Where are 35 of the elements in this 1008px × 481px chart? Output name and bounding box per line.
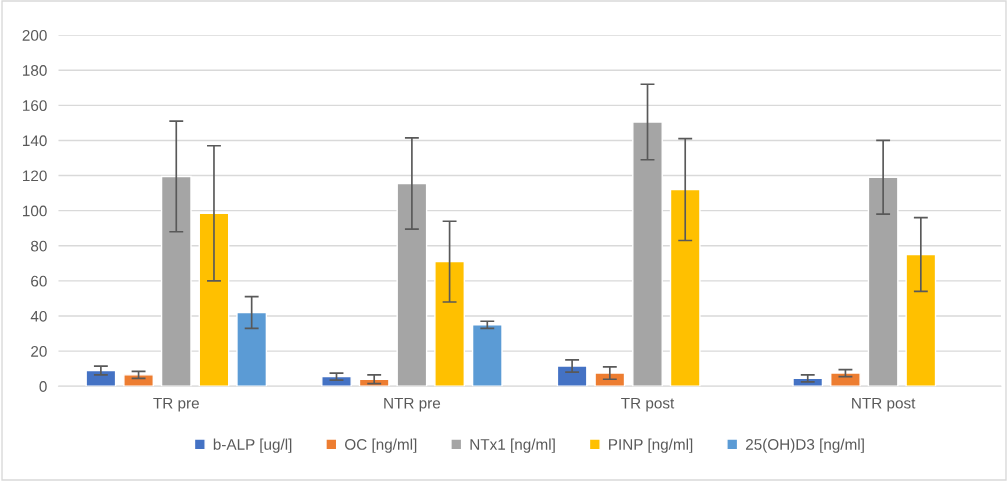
x-tick-label: NTR pre bbox=[384, 397, 441, 412]
y-tick-label: 0 bbox=[39, 381, 47, 392]
y-tick-label: 180 bbox=[23, 65, 47, 76]
x-tick-label: NTR post bbox=[852, 397, 916, 412]
y-tick-label: 60 bbox=[31, 275, 47, 287]
y-tick-label: 40 bbox=[30, 310, 47, 322]
legend-label: OC [ng/ml] bbox=[345, 438, 417, 453]
x-tick-label: TR pre bbox=[153, 397, 199, 412]
bar bbox=[905, 253, 937, 387]
bar bbox=[594, 372, 626, 387]
bar bbox=[669, 188, 701, 387]
y-tick-label: 20 bbox=[31, 346, 47, 357]
bar bbox=[867, 176, 899, 387]
bar bbox=[160, 175, 192, 387]
bar bbox=[556, 365, 588, 387]
y-tick-label: 80 bbox=[31, 240, 47, 252]
legend-label: PINP [ng/ml] bbox=[609, 438, 693, 453]
legend-label: NTx1 [ng/ml] bbox=[470, 438, 555, 453]
y-tick-label: 120 bbox=[23, 170, 47, 182]
bar bbox=[830, 372, 861, 387]
y-tick-label: 200 bbox=[22, 29, 47, 41]
bar bbox=[85, 369, 117, 387]
bar bbox=[123, 374, 154, 387]
bar bbox=[198, 212, 230, 387]
y-tick-label: 160 bbox=[23, 100, 47, 112]
y-tick-label: 100 bbox=[23, 205, 47, 217]
x-tick-label: TR post bbox=[621, 397, 675, 412]
y-tick-label: 140 bbox=[23, 135, 47, 147]
bar bbox=[471, 324, 503, 387]
legend-label: 25(OH)D3 [ng/ml] bbox=[745, 438, 864, 453]
legend-label: b-ALP [ug/l] bbox=[213, 438, 292, 453]
bar bbox=[396, 182, 428, 387]
bar bbox=[434, 260, 465, 387]
bar bbox=[632, 121, 663, 387]
bar bbox=[236, 311, 268, 387]
